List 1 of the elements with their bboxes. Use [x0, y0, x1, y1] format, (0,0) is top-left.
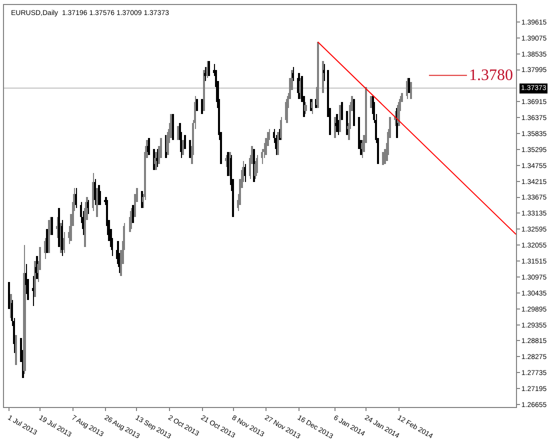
annotation: 1.3780: [469, 67, 513, 84]
